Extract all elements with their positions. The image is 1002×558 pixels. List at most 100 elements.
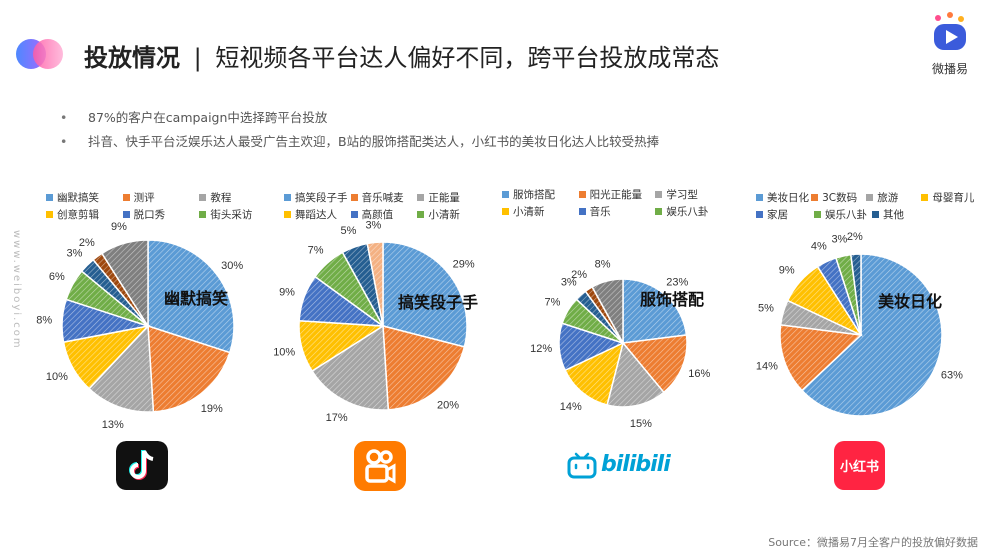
legend-label: 舞蹈达人 — [295, 209, 337, 221]
legend-label: 高颜值 — [361, 209, 394, 221]
legend-label: 街头采访 — [210, 209, 253, 221]
brand-circles-logo — [16, 39, 63, 69]
legend-label: 学习型 — [666, 189, 698, 201]
pie-slice — [382, 325, 466, 411]
pie-data-label: 7% — [308, 244, 324, 256]
legend-label: 创意剪辑 — [57, 209, 99, 221]
pie-data-label: 19% — [201, 403, 223, 415]
legend-swatch — [350, 194, 358, 201]
legend-swatch — [866, 194, 874, 201]
pie-data-label: 3% — [561, 276, 577, 288]
pie-data-label: 15% — [630, 418, 652, 430]
pie-slice — [591, 278, 624, 344]
legend-item: 3C数码 — [811, 190, 866, 205]
legend-swatch — [921, 194, 929, 201]
pie-data-label: 3% — [67, 247, 83, 259]
legend-label: 音乐 — [589, 206, 611, 218]
douyin-icon[interactable] — [116, 441, 168, 490]
pie-快手: 29% 20% 17% 10% 9% 7% 5% 3% 搞笑段子手 — [273, 219, 478, 423]
xiaohongshu-icon[interactable]: 小红书 — [834, 441, 885, 490]
pie-data-label: 63% — [941, 369, 963, 381]
pie-slice — [779, 324, 863, 392]
legend-item: 教程 — [199, 190, 276, 205]
legend-item: 娱乐八卦 — [655, 204, 732, 219]
pie-data-label: 5% — [758, 302, 774, 314]
legend-swatch — [872, 211, 879, 218]
legend-label: 母婴育儿 — [932, 192, 975, 204]
pie-data-label: 9% — [279, 286, 295, 298]
bilibili-icon[interactable]: bilibili — [567, 448, 679, 482]
legend-douyin: 幽默搞笑 测评 教程创意剪辑 脱口秀 街头采访 — [46, 189, 276, 223]
pie-抖音: 30% 19% 13% 10% 8% 6%3%2% 9% 幽默搞笑 — [36, 221, 243, 431]
pie-data-label: 10% — [46, 371, 68, 383]
play-logo-icon — [934, 12, 966, 50]
legend-item: 搞笑段子手 — [284, 190, 351, 205]
pie-data-label: 2% — [847, 231, 863, 243]
legend-swatch — [350, 211, 358, 218]
legend-row: 小清新 音乐 娱乐八卦 — [502, 203, 732, 220]
legend-item: 小清新 — [417, 207, 484, 222]
legend-swatch — [46, 194, 53, 201]
pie-data-label: 8% — [595, 259, 611, 271]
legend-row: 搞笑段子手 音乐喊麦 正能量 — [284, 189, 484, 206]
pie-slice — [147, 239, 235, 354]
legend-label: 脱口秀 — [133, 209, 166, 221]
pie-center-label: 幽默搞笑 — [164, 289, 228, 308]
legend-label: 测评 — [133, 192, 155, 204]
legend-swatch — [655, 191, 663, 198]
legend-label: 音乐喊麦 — [361, 192, 404, 204]
kuaishou-icon[interactable] — [354, 441, 406, 491]
pie-data-label: 7% — [544, 296, 560, 308]
pie-data-label: 3% — [365, 219, 381, 231]
pie-center-label: 美妆日化 — [878, 292, 942, 311]
legend-item: 家居 — [756, 207, 814, 222]
legend-swatch — [284, 194, 291, 201]
legend-label: 小清新 — [513, 206, 545, 218]
legend-item: 旅游 — [866, 190, 921, 205]
pie-小红书: 63% 14% 5% 9% 4% 3% 2% 美妆日化 — [756, 231, 963, 417]
legend-label: 教程 — [210, 192, 232, 204]
bullet-1: 87%的客户在campaign中选择跨平台投放 — [60, 106, 659, 130]
legend-swatch — [502, 191, 509, 198]
legend-item: 美妆日化 — [756, 190, 811, 205]
pie-slice — [147, 324, 231, 413]
pie-slice — [606, 341, 665, 408]
legend-label: 幽默搞笑 — [57, 192, 99, 204]
legend-swatch — [502, 208, 509, 215]
legend-item: 音乐喊麦 — [350, 190, 418, 205]
legend-xiaohongshu: 美妆日化 3C数码 旅游 母婴育儿家居 娱乐八卦 其他 — [756, 189, 986, 223]
pie-data-label: 4% — [811, 240, 827, 252]
legend-swatch — [122, 211, 130, 218]
legend-label: 搞笑段子手 — [295, 192, 348, 204]
legend-row: 舞蹈达人 高颜值 小清新 — [284, 206, 484, 223]
legend-row: 创意剪辑 脱口秀 街头采访 — [46, 206, 276, 223]
legend-swatch — [199, 211, 207, 218]
legend-label: 正能量 — [428, 192, 460, 204]
legend-swatch — [578, 208, 586, 215]
pie-slice — [366, 241, 384, 327]
legend-item: 学习型 — [655, 187, 732, 202]
pie-slice — [621, 334, 688, 394]
legend-swatch — [811, 194, 819, 201]
pie-slice — [850, 253, 862, 336]
legend-item: 音乐 — [578, 204, 656, 219]
legend-label: 家居 — [767, 209, 788, 221]
pie-data-label: 9% — [779, 265, 795, 277]
bilibili-tv-icon — [567, 452, 597, 479]
legend-item: 娱乐八卦 — [814, 207, 872, 222]
bilibili-wordmark: bilibili — [601, 452, 671, 477]
pie-slice — [622, 278, 688, 344]
legend-item: 阳光正能量 — [578, 187, 656, 202]
pie-slice — [382, 241, 468, 348]
legend-label: 美妆日化 — [767, 192, 809, 204]
legend-label: 小清新 — [428, 209, 460, 221]
legend-item: 服饰搭配 — [502, 187, 579, 202]
pie-data-label: 23% — [666, 276, 688, 288]
legend-swatch — [284, 211, 291, 218]
pie-slice — [800, 253, 943, 417]
pie-center-label: 服饰搭配 — [640, 290, 704, 309]
pie-data-label: 20% — [437, 400, 459, 412]
legend-kuaishou: 搞笑段子手 音乐喊麦 正能量舞蹈达人 高颜值 小清新 — [284, 189, 484, 223]
legend-label: 其他 — [883, 209, 904, 221]
